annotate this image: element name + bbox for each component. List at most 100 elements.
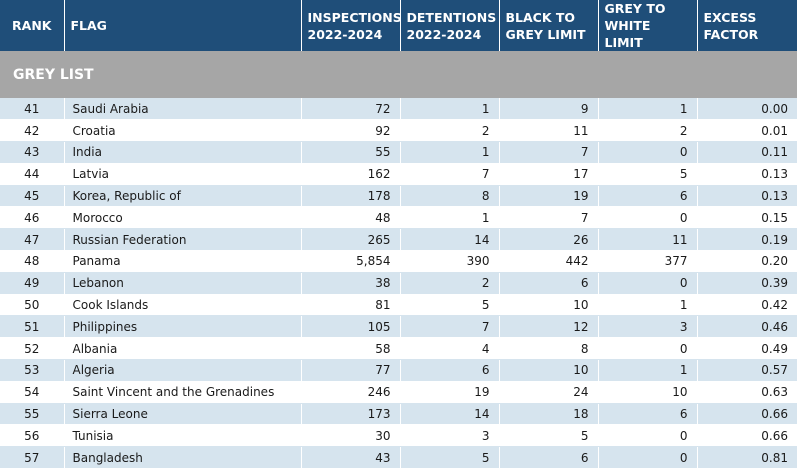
- cell-excess-factor: 0.81: [697, 446, 797, 470]
- table-row: 52 Albania 58 4 8 0 0.49: [0, 337, 797, 361]
- table-row: 48 Panama 5,854 390 442 377 0.20: [0, 250, 797, 273]
- table-row: 44 Latvia 162 7 17 5 0.13: [0, 163, 797, 186]
- cell-inspections: 178: [301, 185, 401, 208]
- cell-black-to-grey-limit: 17: [499, 163, 599, 186]
- cell-inspections: 77: [301, 359, 401, 382]
- cell-rank: 57: [0, 446, 65, 470]
- cell-inspections: 58: [301, 337, 401, 361]
- cell-inspections: 55: [301, 141, 401, 164]
- cell-inspections: 81: [301, 294, 401, 317]
- cell-flag: Bangladesh: [64, 446, 302, 470]
- table-row: 49 Lebanon 38 2 6 0 0.39: [0, 272, 797, 295]
- cell-grey-to-white-limit: 3: [598, 315, 698, 339]
- cell-grey-to-white-limit: 1: [598, 98, 698, 121]
- table-row: 51 Philippines 105 7 12 3 0.46: [0, 315, 797, 339]
- header-excess-factor-line2: FACTOR: [703, 26, 759, 42]
- cell-flag: Russian Federation: [64, 228, 302, 252]
- cell-black-to-grey-limit: 442: [499, 250, 599, 273]
- header-black-to-grey-line2: GREY LIMIT: [505, 26, 586, 42]
- cell-black-to-grey-limit: 7: [499, 141, 599, 164]
- cell-black-to-grey-limit: 26: [499, 228, 599, 252]
- cell-flag: Albania: [64, 337, 302, 361]
- cell-inspections: 265: [301, 228, 401, 252]
- cell-detentions: 14: [400, 228, 500, 252]
- table-row: 56 Tunisia 30 3 5 0 0.66: [0, 424, 797, 448]
- cell-grey-to-white-limit: 6: [598, 185, 698, 208]
- cell-excess-factor: 0.01: [697, 119, 797, 143]
- cell-grey-to-white-limit: 0: [598, 337, 698, 361]
- cell-rank: 49: [0, 272, 65, 295]
- table-row: 41 Saudi Arabia 72 1 9 1 0.00: [0, 98, 797, 121]
- cell-grey-to-white-limit: 6: [598, 403, 698, 426]
- table-row: 45 Korea, Republic of 178 8 19 6 0.13: [0, 185, 797, 208]
- cell-detentions: 2: [400, 119, 500, 143]
- cell-excess-factor: 0.46: [697, 315, 797, 339]
- table-row: 55 Sierra Leone 173 14 18 6 0.66: [0, 403, 797, 426]
- table-row: 43 India 55 1 7 0 0.11: [0, 141, 797, 164]
- header-inspections-line1: INSPECTIONS: [307, 9, 402, 25]
- cell-black-to-grey-limit: 5: [499, 424, 599, 448]
- cell-rank: 50: [0, 294, 65, 317]
- cell-grey-to-white-limit: 2: [598, 119, 698, 143]
- cell-grey-to-white-limit: 0: [598, 206, 698, 230]
- cell-grey-to-white-limit: 1: [598, 359, 698, 382]
- cell-detentions: 19: [400, 381, 500, 404]
- header-excess-factor-line1: EXCESS: [703, 9, 757, 25]
- cell-grey-to-white-limit: 377: [598, 250, 698, 273]
- header-black-to-grey: BLACK TO GREY LIMIT: [499, 0, 599, 51]
- table-row: 42 Croatia 92 2 11 2 0.01: [0, 119, 797, 143]
- header-grey-to-white: GREY TO WHITE LIMIT: [598, 0, 698, 51]
- cell-black-to-grey-limit: 10: [499, 359, 599, 382]
- cell-excess-factor: 0.13: [697, 163, 797, 186]
- cell-rank: 48: [0, 250, 65, 273]
- cell-grey-to-white-limit: 0: [598, 272, 698, 295]
- cell-black-to-grey-limit: 10: [499, 294, 599, 317]
- cell-flag: Saint Vincent and the Grenadines: [64, 381, 302, 404]
- cell-rank: 46: [0, 206, 65, 230]
- cell-detentions: 1: [400, 98, 500, 121]
- cell-flag: Korea, Republic of: [64, 185, 302, 208]
- cell-inspections: 162: [301, 163, 401, 186]
- cell-detentions: 14: [400, 403, 500, 426]
- cell-detentions: 1: [400, 206, 500, 230]
- cell-excess-factor: 0.20: [697, 250, 797, 273]
- cell-inspections: 105: [301, 315, 401, 339]
- header-detentions: DETENTIONS 2022-2024: [400, 0, 500, 51]
- cell-excess-factor: 0.66: [697, 403, 797, 426]
- cell-flag: Morocco: [64, 206, 302, 230]
- cell-inspections: 48: [301, 206, 401, 230]
- cell-excess-factor: 0.57: [697, 359, 797, 382]
- cell-excess-factor: 0.42: [697, 294, 797, 317]
- cell-inspections: 72: [301, 98, 401, 121]
- cell-inspections: 43: [301, 446, 401, 470]
- table-row: 46 Morocco 48 1 7 0 0.15: [0, 206, 797, 230]
- cell-rank: 42: [0, 119, 65, 143]
- header-grey-to-white-line1: GREY TO: [604, 1, 666, 16]
- cell-grey-to-white-limit: 11: [598, 228, 698, 252]
- cell-flag: Philippines: [64, 315, 302, 339]
- cell-flag: Latvia: [64, 163, 302, 186]
- cell-rank: 53: [0, 359, 65, 382]
- cell-grey-to-white-limit: 5: [598, 163, 698, 186]
- cell-grey-to-white-limit: 0: [598, 424, 698, 448]
- cell-black-to-grey-limit: 24: [499, 381, 599, 404]
- cell-grey-to-white-limit: 0: [598, 446, 698, 470]
- header-excess-factor: EXCESS FACTOR: [697, 0, 797, 51]
- header-flag: FLAG: [64, 0, 302, 51]
- cell-excess-factor: 0.13: [697, 185, 797, 208]
- cell-excess-factor: 0.15: [697, 206, 797, 230]
- cell-detentions: 2: [400, 272, 500, 295]
- header-detentions-line1: DETENTIONS: [406, 9, 497, 25]
- cell-excess-factor: 0.11: [697, 141, 797, 164]
- cell-inspections: 38: [301, 272, 401, 295]
- cell-inspections: 92: [301, 119, 401, 143]
- cell-flag: Sierra Leone: [64, 403, 302, 426]
- section-title-grey-list: GREY LIST: [0, 51, 797, 98]
- cell-grey-to-white-limit: 0: [598, 141, 698, 164]
- cell-flag: Cook Islands: [64, 294, 302, 317]
- cell-flag: Panama: [64, 250, 302, 273]
- cell-flag: Saudi Arabia: [64, 98, 302, 121]
- cell-inspections: 30: [301, 424, 401, 448]
